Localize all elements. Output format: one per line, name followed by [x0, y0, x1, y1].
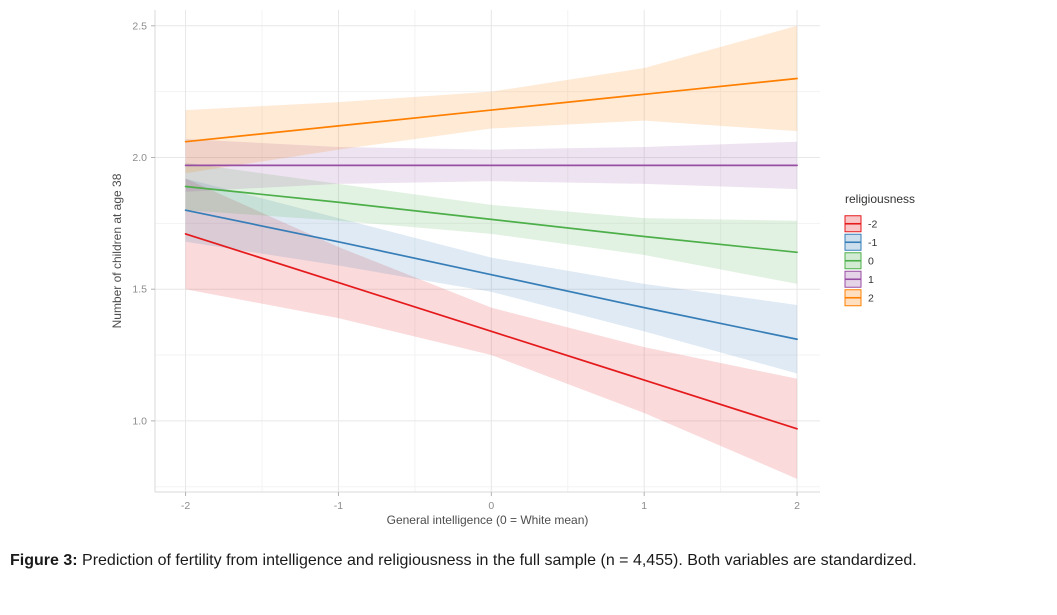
- x-tick-label: -2: [181, 500, 190, 512]
- legend-label-0: 0: [868, 255, 874, 267]
- trend-line-religiousness-0: [184, 185, 798, 254]
- fertility-chart-svg: 1.0 1.5 2.0 2.5 -2 -1 0 1 2 General intelligence …: [110, 10, 915, 527]
- figure-caption-label: Figure 3:: [10, 552, 78, 569]
- y-tick-label: 2.5: [132, 20, 147, 32]
- legend-label--1: -1: [868, 237, 877, 249]
- y-tick-label: 1.5: [132, 284, 147, 296]
- x-tick-label: 2: [794, 500, 800, 512]
- y-axis-title: Number of children at age 38: [110, 173, 124, 328]
- fertility-chart: 1.0 1.5 2.0 2.5 -2 -1 0 1 2 General intelligence …: [110, 10, 915, 527]
- y-tick-label: 2.0: [132, 152, 147, 164]
- ci-ribbon-religiousness-0: [185, 162, 798, 284]
- x-tick-label: -1: [334, 500, 343, 512]
- trend-line-religiousness-2: [184, 77, 798, 143]
- trend-line-religiousness--1: [184, 209, 798, 341]
- ci-ribbon-religiousness--1: [185, 178, 798, 374]
- figure-caption: Figure 3: Prediction of fertility from i…: [0, 542, 1032, 572]
- ci-ribbon-religiousness--2: [185, 178, 798, 479]
- trend-line-religiousness--2: [184, 233, 798, 430]
- legend-label--2: -2: [868, 218, 877, 230]
- ci-ribbon-religiousness-2: [185, 25, 798, 174]
- legend-label-2: 2: [868, 292, 874, 304]
- x-tick-label: 1: [641, 500, 647, 512]
- legend-title: religiousness: [845, 192, 915, 206]
- figure-caption-text: Prediction of fertility from intelligenc…: [82, 552, 917, 569]
- x-axis-title: General intelligence (0 = White mean): [387, 513, 589, 527]
- x-tick-label: 0: [488, 500, 494, 512]
- legend-label-1: 1: [868, 274, 874, 286]
- y-tick-label: 1.0: [132, 415, 147, 427]
